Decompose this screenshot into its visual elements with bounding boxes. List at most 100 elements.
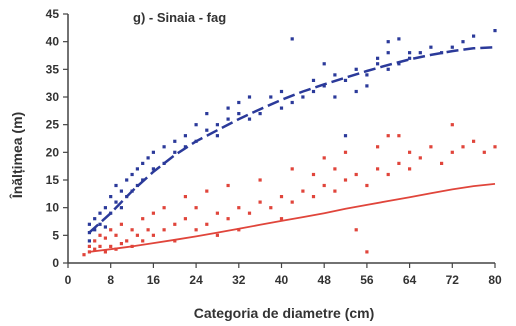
data-point-series-2	[87, 250, 91, 254]
y-tick-label: 25	[46, 118, 60, 132]
panel-title: g) - Sinaia - fag	[133, 10, 226, 25]
data-point-series-1	[365, 73, 369, 77]
data-point-series-1	[146, 156, 150, 160]
x-tick-label: 16	[147, 273, 161, 287]
data-point-series-1	[322, 84, 326, 88]
data-point-series-1	[162, 145, 166, 149]
data-point-series-1	[130, 189, 134, 193]
data-point-series-1	[98, 222, 102, 226]
y-axis-title: Înălțimea (m)	[8, 112, 25, 199]
data-point-series-1	[258, 112, 262, 116]
data-point-series-2	[173, 222, 177, 226]
data-point-series-1	[194, 123, 198, 127]
data-point-series-2	[418, 156, 422, 160]
data-point-series-1	[135, 183, 139, 188]
data-point-series-1	[269, 95, 273, 99]
y-tick-label: 45	[46, 7, 60, 21]
data-point-series-2	[141, 239, 145, 243]
data-point-series-2	[482, 150, 486, 154]
data-point-series-2	[119, 242, 123, 246]
data-point-series-2	[173, 239, 177, 243]
data-point-series-1	[343, 134, 348, 138]
y-tick-label: 5	[52, 228, 59, 242]
data-point-series-2	[151, 211, 155, 215]
data-point-series-1	[386, 51, 390, 55]
data-point-series-2	[397, 161, 401, 165]
data-point-series-1	[365, 84, 369, 88]
data-point-series-2	[429, 145, 433, 149]
data-point-series-2	[408, 150, 412, 154]
data-point-series-1	[151, 150, 155, 154]
data-point-series-2	[141, 217, 145, 221]
data-point-series-1	[141, 178, 145, 182]
data-point-series-2	[258, 178, 262, 182]
data-point-series-2	[237, 228, 241, 232]
data-point-series-1	[376, 56, 380, 60]
trend-lines	[88, 45, 496, 253]
data-point-series-1	[279, 106, 284, 110]
y-tick-label: 10	[46, 201, 60, 215]
data-point-series-1	[354, 89, 358, 94]
x-tick-label: 80	[488, 273, 502, 287]
data-point-series-1	[183, 134, 187, 138]
data-point-series-1	[114, 183, 118, 188]
data-point-series-1	[135, 167, 139, 171]
data-point-series-2	[397, 134, 401, 138]
data-point-series-1	[173, 139, 177, 143]
data-point-series-2	[114, 247, 118, 251]
data-point-series-2	[322, 156, 326, 160]
data-point-series-2	[237, 206, 241, 210]
data-point-series-2	[205, 222, 209, 226]
data-point-series-1	[397, 62, 401, 66]
data-point-series-1	[311, 89, 316, 94]
y-tick-label: 15	[46, 173, 60, 187]
data-point-series-2	[93, 247, 97, 251]
data-point-series-1	[440, 51, 444, 55]
data-point-series-2	[146, 228, 150, 232]
data-point-series-1	[247, 95, 252, 99]
data-point-series-2	[205, 189, 209, 193]
data-point-series-2	[343, 150, 348, 154]
data-point-series-1	[205, 128, 209, 132]
x-tick-label: 32	[232, 273, 246, 287]
data-point-series-2	[333, 189, 337, 193]
data-point-series-2	[226, 217, 230, 221]
data-point-series-1	[130, 172, 134, 177]
data-point-series-2	[461, 145, 465, 149]
data-point-series-2	[290, 167, 294, 171]
data-point-series-2	[247, 211, 252, 215]
data-point-series-1	[461, 40, 465, 44]
y-tick-label: 20	[46, 145, 60, 159]
data-point-series-1	[311, 78, 316, 82]
data-point-series-1	[322, 62, 326, 66]
data-point-series-1	[290, 100, 294, 105]
data-point-series-2	[472, 139, 476, 143]
data-point-series-1	[226, 117, 230, 121]
data-point-series-1	[125, 195, 129, 199]
data-point-series-1	[408, 56, 412, 60]
data-point-series-1	[386, 67, 390, 71]
data-point-series-2	[215, 211, 219, 215]
data-point-series-1	[290, 37, 294, 41]
data-point-series-1	[103, 225, 107, 229]
data-point-series-1	[493, 29, 497, 33]
x-tick-label: 64	[403, 273, 417, 287]
data-point-series-2	[109, 244, 113, 248]
data-point-series-1	[301, 95, 305, 99]
data-point-series-2	[279, 195, 284, 199]
data-point-series-2	[376, 145, 380, 149]
data-point-series-2	[311, 195, 316, 199]
data-point-series-2	[194, 228, 198, 232]
data-point-series-2	[93, 239, 97, 243]
data-point-series-2	[354, 172, 358, 177]
data-point-series-2	[98, 233, 102, 237]
data-point-series-1	[397, 37, 401, 41]
data-point-series-1	[151, 167, 155, 171]
data-point-series-2	[215, 233, 219, 237]
data-point-series-2	[493, 145, 497, 149]
data-point-series-2	[279, 217, 284, 221]
x-tick-label: 56	[360, 273, 374, 287]
data-point-series-2	[162, 228, 166, 232]
data-point-series-1	[162, 161, 166, 165]
